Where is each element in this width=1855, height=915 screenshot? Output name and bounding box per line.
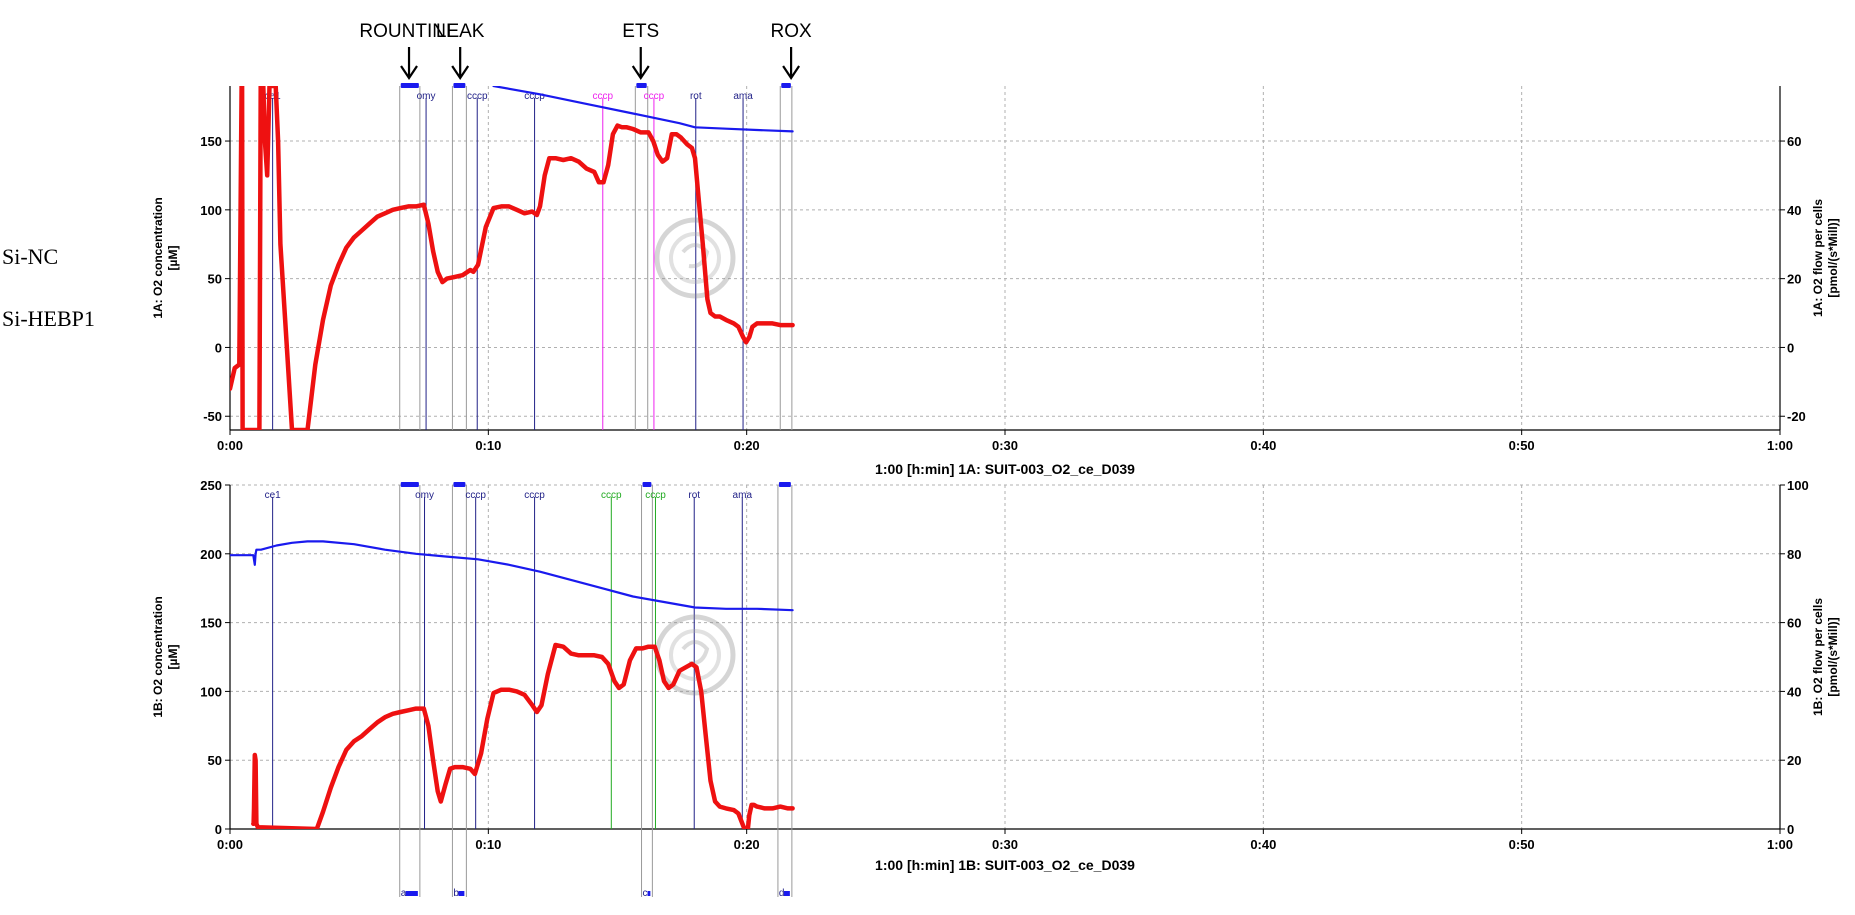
chart-1b-mark-bar[interactable] [400,482,419,487]
chart-1b-x-tick-label: 1:00 [1767,837,1793,852]
chart-1b-left-tick-label: 200 [200,547,222,562]
chart-1b-watermark-logo [654,614,736,696]
chart-1a-event-label: omy [417,91,436,102]
chart-1a-left-tick-label: 0 [215,340,222,355]
chart-1b-event-label: cccp [524,490,545,501]
chart-1b-right-tick-label: 80 [1787,547,1801,562]
chart-1a-mark-bar[interactable] [400,83,419,88]
chart-1a-event-label: rot [690,91,702,102]
chart-1a-right-tick-label: -20 [1787,409,1806,424]
phase-label: ROX [771,21,813,42]
chart-1b-right-tick-label: 20 [1787,753,1801,768]
sample-label-si-nc: Si-NC [2,244,58,269]
chart-1b-event-label: ama [733,490,753,501]
phase-arrow-icon [631,47,650,80]
chart-1b-event-label: ce1 [265,490,282,501]
chart-1a-left-tick-label: 150 [200,134,222,149]
chart-1a-right-tick-label: 20 [1787,272,1801,287]
chart-1a-right-tick-label: 40 [1787,203,1801,218]
chart-1b-right-tick-label: 0 [1787,822,1794,837]
chart-1b-bottom-mark-bar[interactable] [783,891,790,896]
chart-1a-left-tick-label: 100 [200,203,222,218]
chart-1a-event-label: cccp [524,91,545,102]
chart-1b-right-tick-label: 100 [1787,478,1809,493]
chart-1b-caption: 1:00 [h:min] 1B: SUIT-003_O2_ce_D039 [875,857,1135,873]
chart-1b-x-tick-label: 0:10 [475,837,501,852]
phase-label: LEAK [436,21,485,42]
chart-1b-bottom-mark-bar[interactable] [647,891,651,896]
chart-1b-right-tick-label: 40 [1787,684,1801,699]
chart-1a-series-o2-concentration [492,86,794,133]
phase-arrow-icon [782,47,801,80]
chart-1a-x-tick-label: 0:30 [992,438,1018,453]
chart-1a-event-label: cccp [592,91,613,102]
chart-1a-x-tick-label: 0:40 [1250,438,1276,453]
chart-1b-x-tick-label: 0:30 [992,837,1018,852]
chart-1a-x-tick-label: 0:10 [475,438,501,453]
chart-1b-bottom-mark-bar[interactable] [405,891,418,896]
chart-1a-left-axis-title: 1A: O2 concentration[µM] [151,197,180,318]
chart-1a-mark-bar[interactable] [781,83,791,88]
chart-1a-event-label: ama [733,91,753,102]
chart-1b-event-label: cccp [645,490,666,501]
chart-1b-x-tick-label: 0:00 [217,837,243,852]
chart-1b-mark-bar[interactable] [778,482,791,487]
phase-label: ETS [622,21,659,42]
chart-1a-right-axis-title: 1A: O2 flow per cells[pmol/(s*Mill)] [1811,199,1840,317]
chart-1a-mark-bar[interactable] [636,83,647,88]
chart-1b-bottom-mark-label: d [779,888,785,899]
chart-1a-series-o2-flow [230,86,795,430]
chart-1a-mark-bar[interactable] [453,83,466,88]
chart-1a-left-tick-label: 50 [208,272,222,287]
chart-1b-event-label: omy [415,490,434,501]
chart-1b: 0 50 100 150 200 250 0 20 40 60 80 100 0:00 0:10 0:20 0… [151,478,1840,899]
chart-1a-left-tick-label: -50 [203,409,222,424]
chart-1b-mark-bar[interactable] [642,482,652,487]
chart-1b-left-tick-label: 100 [200,684,222,699]
chart-1b-left-tick-label: 0 [215,822,222,837]
chart-1a-x-tick-label: 0:20 [734,438,760,453]
chart-1a-right-tick-label: 0 [1787,340,1794,355]
chart-1b-left-tick-label: 250 [200,478,222,493]
chart-1b-series-o2-concentration [230,540,794,612]
chart-1a-caption: 1:00 [h:min] 1A: SUIT-003_O2_ce_D039 [875,461,1135,477]
phase-arrow-icon [400,47,418,80]
chart-1a-x-tick-label: 1:00 [1767,438,1793,453]
chart-1b-mark-bar[interactable] [453,482,466,487]
chart-1b-series-o2-flow [251,642,795,829]
chart-1a-watermark-logo [654,217,736,299]
chart-1b-left-tick-label: 150 [200,616,222,631]
chart-1b-event-label: cccp [601,490,622,501]
chart-1b-left-axis-title: 1B: O2 concentration[µM] [151,596,180,717]
chart-1b-left-tick-label: 50 [208,753,222,768]
chart-1a-event-label: ce1 [265,91,282,102]
chart-1a-x-tick-label: 0:50 [1509,438,1535,453]
chart-1a: -50 0 50 100 150 -20 0 20 40 60 0:00 0:10 0:20 0:30 0:… [151,83,1840,477]
chart-1b-x-tick-label: 0:20 [734,837,760,852]
chart-1a-event-label: cccp [467,91,488,102]
chart-1b-right-tick-label: 60 [1787,616,1801,631]
chart-1b-bottom-mark-bar[interactable] [458,891,465,896]
chart-1b-x-tick-label: 0:40 [1250,837,1276,852]
chart-1b-bottom-mark-label: a [401,888,407,899]
sample-label-si-hebp1: Si-HEBP1 [2,306,95,331]
chart-1b-right-axis-title: 1B: O2 flow per cells[pmol/(s*Mill)] [1811,598,1840,716]
chart-1b-event-label: cccp [465,490,486,501]
chart-1a-event-label: cccp [644,91,665,102]
chart-1a-right-tick-label: 60 [1787,134,1801,149]
chart-1b-x-tick-label: 0:50 [1509,837,1535,852]
chart-1a-x-tick-label: 0:00 [217,438,243,453]
chart-1b-bottom-mark-label: c [643,888,648,899]
phase-label: ROUNTINE [359,21,458,42]
chart-1b-event-label: rot [688,490,700,501]
chart-1b-bottom-mark-label: b [453,888,459,899]
phase-arrow-icon [451,47,470,80]
